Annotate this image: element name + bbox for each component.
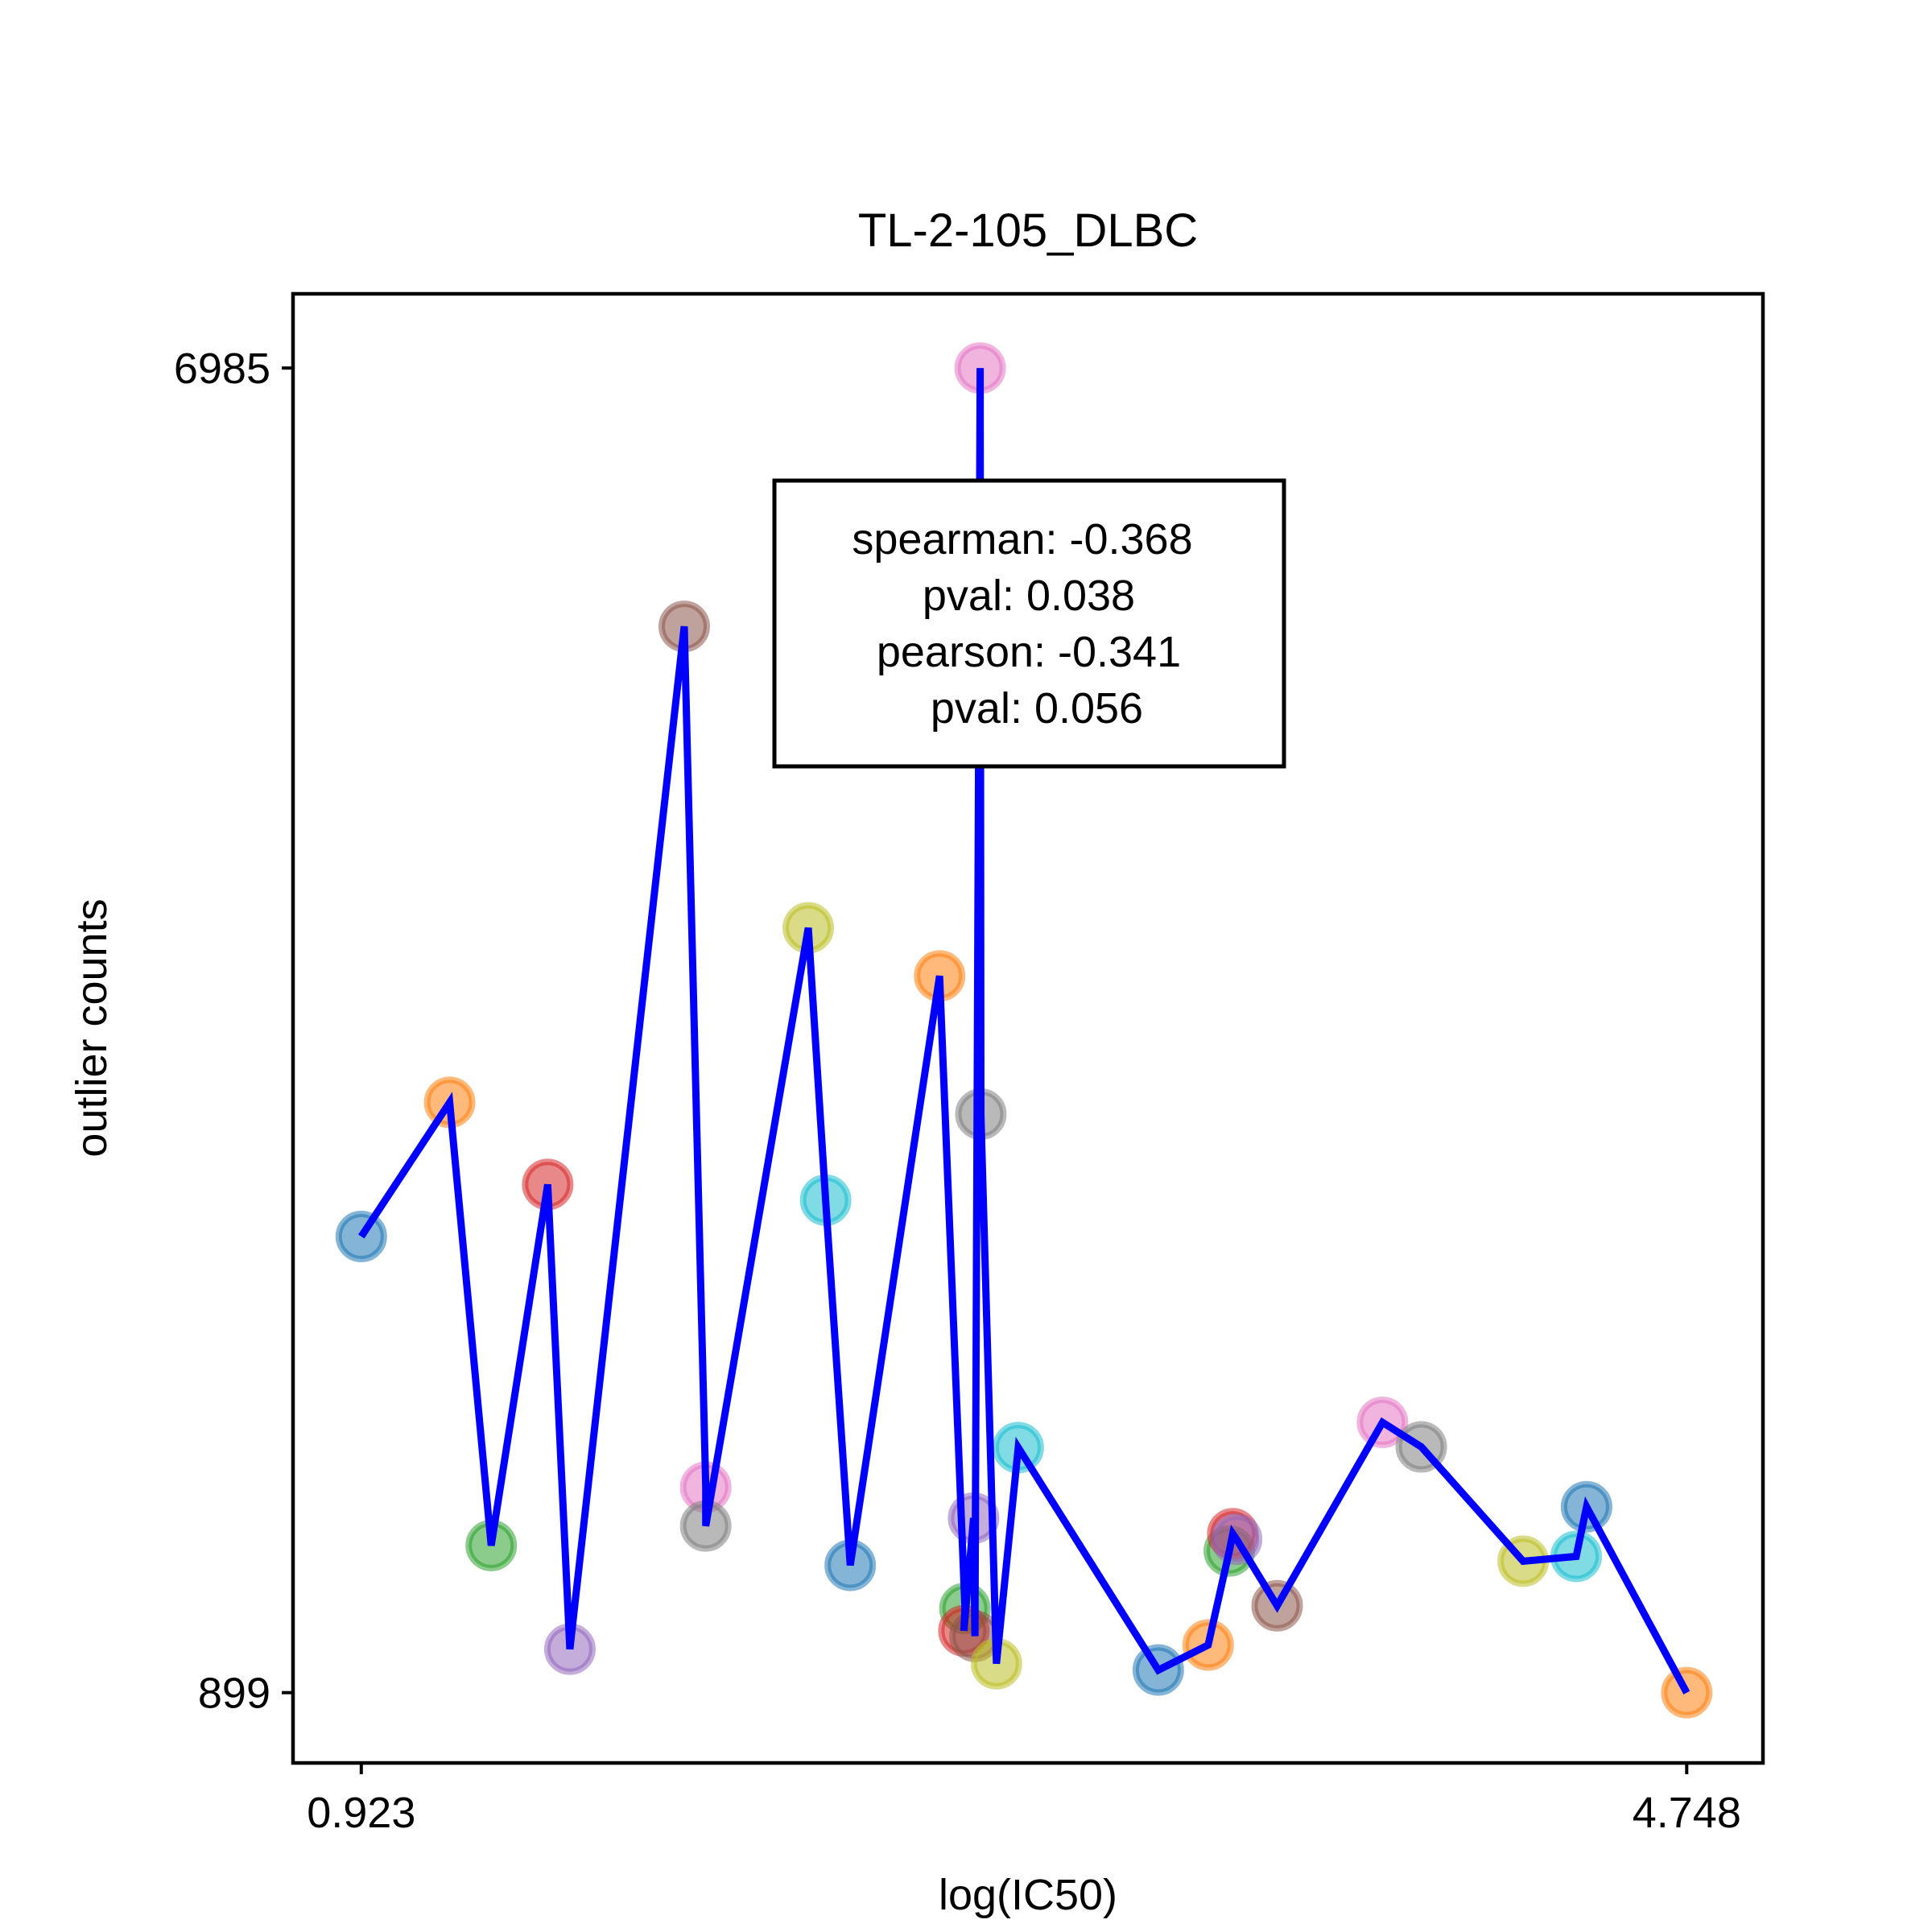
chart-title: TL-2-105_DLBC: [858, 204, 1198, 257]
plot-frame: [291, 291, 1765, 1765]
x-tick-label: 0.923: [307, 1789, 415, 1837]
y-tick-label: 6985: [174, 345, 270, 393]
pearson-pval-text: pval: 0.056: [931, 684, 1143, 733]
annotation-frame: [772, 478, 1286, 769]
spearman-text: spearman: -0.368: [852, 515, 1192, 564]
pearson-text: pearson: -0.341: [877, 628, 1181, 676]
y-axis-label: outlier counts: [68, 898, 116, 1157]
stats-annotation-box: spearman: -0.368 pval: 0.038 pearson: -0…: [772, 478, 1286, 769]
y-tick-label: 899: [198, 1670, 270, 1718]
spearman-pval-text: pval: 0.038: [923, 572, 1135, 620]
series-line: [358, 368, 1690, 1695]
x-tick-label: 4.748: [1633, 1789, 1741, 1837]
axis-ticks: 0.923 4.748 6985 899: [174, 345, 1741, 1837]
x-axis-label: log(IC50): [939, 1871, 1117, 1919]
